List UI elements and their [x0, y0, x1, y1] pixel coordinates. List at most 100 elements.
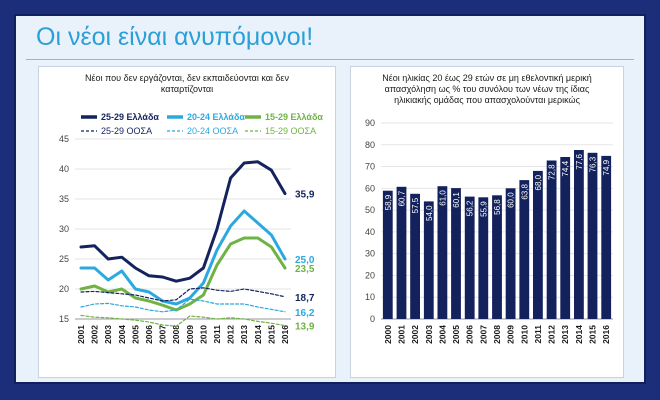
bar — [464, 196, 475, 319]
bar-value-label: 56,8 — [493, 199, 502, 215]
x-tick-label: 2012 — [547, 325, 557, 344]
y-tick-label: 15 — [59, 314, 69, 324]
x-tick-label: 2001 — [396, 325, 406, 344]
x-tick-label: 2002 — [410, 325, 420, 344]
y-tick-label: 50 — [365, 205, 375, 215]
bar — [601, 155, 612, 319]
y-tick-label: 40 — [59, 164, 69, 174]
bar — [492, 195, 502, 319]
bar-chart-title: Νέοι ηλικίας 20 έως 29 ετών σε μη εθελον… — [382, 73, 592, 105]
x-tick-label: 2012 — [226, 325, 236, 344]
bar-value-label: 60,0 — [507, 192, 516, 208]
x-tick-label: 2015 — [588, 325, 598, 344]
bar-value-label: 61,0 — [438, 190, 447, 206]
x-tick-label: 2011 — [533, 325, 543, 344]
bar-value-label: 60,7 — [397, 190, 406, 206]
bar — [451, 188, 461, 319]
bar — [505, 188, 516, 319]
bar-value-label: 74,4 — [561, 160, 570, 176]
bar-value-label: 74,9 — [602, 159, 611, 175]
x-tick-label: 2005 — [130, 325, 140, 344]
x-tick-label: 2006 — [465, 325, 475, 344]
series-end-label: 18,7 — [295, 293, 315, 304]
series-end-label: 25,0 — [295, 255, 315, 266]
series-end-label: 23,5 — [295, 264, 315, 275]
bar-value-label: 72,8 — [548, 164, 557, 180]
bar-value-label: 60,1 — [452, 192, 461, 208]
bar-value-label: 56,2 — [466, 200, 475, 216]
series-end-label: 16,2 — [295, 308, 315, 319]
series-line-1 — [79, 160, 287, 283]
bar — [423, 201, 434, 319]
bar — [560, 157, 571, 319]
y-tick-label: 70 — [365, 162, 375, 172]
y-tick-label: 0 — [370, 314, 375, 324]
x-tick-label: 2011 — [212, 325, 222, 344]
x-tick-label: 2015 — [266, 325, 276, 344]
y-tick-label: 30 — [59, 224, 69, 234]
bar — [574, 150, 584, 319]
x-tick-label: 2007 — [478, 325, 488, 344]
bar-value-label: 58,9 — [384, 194, 393, 210]
legend-entry: 20-24 ΟΟΣΑ — [187, 126, 238, 136]
x-tick-label: 2006 — [144, 325, 154, 344]
series-end-label: 13,9 — [295, 322, 315, 333]
bar-value-label: 76,3 — [589, 156, 598, 172]
y-tick-label: 45 — [59, 134, 69, 144]
y-tick-label: 60 — [365, 183, 375, 193]
x-tick-label: 2007 — [158, 325, 168, 344]
bar-chart-panel: Νέοι ηλικίας 20 έως 29 ετών σε μη εθελον… — [350, 66, 624, 378]
bar — [587, 152, 598, 319]
bar — [437, 186, 448, 319]
bar — [546, 160, 557, 319]
series-end-label: 35,9 — [295, 190, 315, 201]
bar — [382, 190, 393, 319]
y-tick-label: 90 — [365, 118, 375, 128]
x-tick-label: 2005 — [451, 325, 461, 344]
x-tick-label: 2016 — [601, 325, 611, 344]
page-title: Οι νέοι είναι ανυπόμονοι! — [36, 23, 314, 51]
x-tick-label: 2004 — [117, 325, 127, 344]
title-divider — [26, 59, 634, 60]
legend-entry: 20-24 Ελλάδα — [187, 112, 245, 122]
x-tick-label: 2003 — [424, 325, 434, 344]
x-tick-label: 2009 — [185, 325, 195, 344]
y-tick-label: 20 — [59, 284, 69, 294]
bar-value-label: 68,0 — [534, 174, 543, 190]
bar-value-label: 57,5 — [411, 197, 420, 213]
bar-value-label: 77,6 — [575, 153, 584, 169]
series-line-4 — [80, 287, 286, 302]
bar — [519, 180, 530, 319]
bar-chart: 0 10 20 30 40 50 60 70 80 90 58,9 2000 60,7 2001 57,5 2… — [365, 118, 613, 344]
legend-entry: 15-29 Ελλάδα — [265, 112, 323, 122]
x-tick-label: 2004 — [437, 325, 447, 344]
x-tick-label: 2014 — [253, 325, 263, 344]
series-line-2 — [79, 209, 287, 306]
legend-entry: 25-29 ΟΟΣΑ — [101, 126, 152, 136]
y-tick-label: 25 — [59, 254, 69, 264]
x-tick-label: 2008 — [171, 325, 181, 344]
x-tick-label: 2003 — [103, 325, 113, 344]
bar — [396, 186, 407, 319]
y-tick-label: 20 — [365, 270, 375, 280]
series-line-6 — [80, 314, 286, 327]
series-line-3 — [79, 236, 287, 312]
y-tick-label: 10 — [365, 292, 375, 302]
bar-value-label: 54,0 — [425, 205, 434, 221]
y-tick-label: 40 — [365, 227, 375, 237]
legend-entry: 15-29 ΟΟΣΑ — [265, 126, 316, 136]
x-tick-label: 2008 — [492, 325, 502, 344]
series-line-5 — [80, 298, 286, 313]
line-chart-panel: Νέοι που δεν εργάζονται, δεν εκπαιδεύοντ… — [38, 66, 336, 378]
y-tick-label: 80 — [365, 140, 375, 150]
line-chart: 15 20 25 30 35 40 45 2001 2002 2003 2004 2005 2006 20… — [59, 112, 323, 344]
bar — [478, 197, 489, 319]
bar-value-label: 63,8 — [520, 184, 529, 200]
x-tick-label: 2010 — [519, 325, 529, 344]
x-tick-label: 2000 — [383, 325, 393, 344]
y-tick-label: 35 — [59, 194, 69, 204]
y-tick-label: 30 — [365, 249, 375, 259]
x-tick-label: 2009 — [506, 325, 516, 344]
x-tick-label: 2014 — [574, 325, 584, 344]
legend-entry: 25-29 Ελλάδα — [101, 112, 159, 122]
